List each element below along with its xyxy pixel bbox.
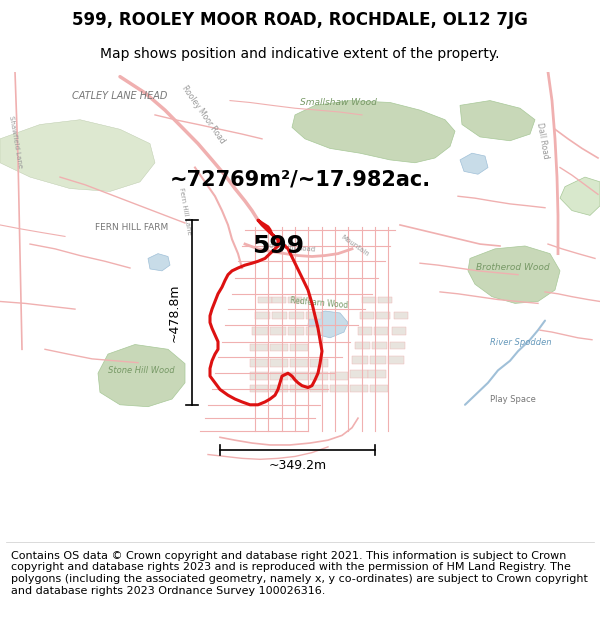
Text: FERN HILL FARM: FERN HILL FARM (95, 222, 168, 232)
Text: Stone Hill Road: Stone Hill Road (262, 242, 316, 252)
Polygon shape (460, 101, 535, 141)
Bar (250, 359, 268, 366)
Bar (372, 342, 387, 349)
Text: Shawfield Lane: Shawfield Lane (8, 115, 23, 169)
Bar (270, 344, 288, 351)
Polygon shape (560, 177, 600, 216)
Text: CATLEY LANE HEAD: CATLEY LANE HEAD (72, 91, 167, 101)
Text: ~72769m²/~17.982ac.: ~72769m²/~17.982ac. (169, 169, 431, 189)
Bar (252, 328, 268, 335)
Text: Redfearn Wood: Redfearn Wood (290, 296, 349, 310)
Bar (272, 297, 286, 303)
Bar (270, 372, 288, 380)
Bar (290, 372, 308, 380)
Text: ~349.2m: ~349.2m (268, 459, 326, 471)
Bar (310, 372, 328, 380)
Bar (374, 328, 388, 335)
Bar (388, 356, 404, 364)
Bar (255, 312, 270, 319)
Bar (310, 385, 328, 392)
Text: Stone Hill Wood: Stone Hill Wood (108, 366, 175, 375)
Bar (370, 385, 388, 392)
Bar (270, 385, 288, 392)
Bar (370, 356, 386, 364)
Bar (355, 342, 370, 349)
Bar (330, 385, 348, 392)
Text: ~478.8m: ~478.8m (167, 283, 181, 342)
Text: Map shows position and indicative extent of the property.: Map shows position and indicative extent… (100, 47, 500, 61)
Text: Fern Hill Lane: Fern Hill Lane (178, 188, 192, 236)
Bar (290, 344, 308, 351)
Text: Dall Road: Dall Road (535, 122, 550, 160)
Bar (362, 297, 376, 303)
Bar (352, 356, 368, 364)
Polygon shape (98, 344, 185, 407)
Bar (378, 297, 392, 303)
Bar (290, 385, 308, 392)
Bar (272, 312, 287, 319)
Bar (258, 297, 272, 303)
Bar (270, 328, 286, 335)
Text: Brotherod Wood: Brotherod Wood (476, 263, 550, 272)
Text: 599, ROOLEY MOOR ROAD, ROCHDALE, OL12 7JG: 599, ROOLEY MOOR ROAD, ROCHDALE, OL12 7J… (72, 11, 528, 29)
Bar (350, 371, 368, 378)
Bar (360, 312, 374, 319)
Text: 599: 599 (252, 234, 304, 258)
Text: Smallshaw Wood: Smallshaw Wood (300, 98, 377, 107)
Text: Mountain: Mountain (340, 234, 370, 258)
Bar (330, 372, 348, 380)
Text: Contains OS data © Crown copyright and database right 2021. This information is : Contains OS data © Crown copyright and d… (11, 551, 587, 596)
Text: Rooley Moor Road: Rooley Moor Road (180, 84, 227, 146)
Bar (250, 385, 268, 392)
Text: River Spodden: River Spodden (490, 338, 551, 346)
Bar (306, 312, 321, 319)
Bar (310, 359, 328, 366)
Bar (368, 371, 386, 378)
Bar (289, 312, 304, 319)
Bar (306, 328, 322, 335)
Bar (376, 312, 390, 319)
Bar (288, 297, 302, 303)
Bar (250, 372, 268, 380)
Bar (250, 344, 268, 351)
Text: Play Space: Play Space (490, 395, 536, 404)
Bar (392, 328, 406, 335)
Bar (270, 359, 288, 366)
Polygon shape (148, 254, 170, 271)
Polygon shape (0, 120, 155, 191)
Bar (358, 328, 372, 335)
Polygon shape (292, 101, 455, 162)
Bar (394, 312, 408, 319)
Bar (288, 328, 304, 335)
Polygon shape (460, 153, 488, 174)
Bar (390, 342, 405, 349)
Bar (350, 385, 368, 392)
Polygon shape (468, 246, 560, 303)
Polygon shape (308, 311, 348, 338)
Bar (290, 359, 308, 366)
